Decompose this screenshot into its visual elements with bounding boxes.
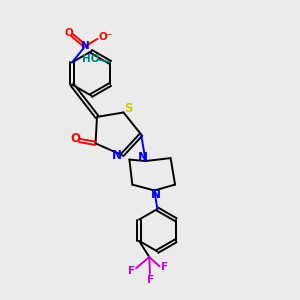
Text: N: N [81, 41, 90, 51]
Text: O: O [65, 28, 74, 38]
Text: F: F [161, 262, 169, 272]
Text: N: N [138, 151, 148, 164]
Text: F: F [147, 275, 154, 285]
Text: F: F [128, 266, 135, 276]
Text: O: O [70, 133, 80, 146]
Text: O⁻: O⁻ [99, 32, 113, 42]
Text: HO: HO [82, 55, 100, 64]
Text: S: S [124, 102, 132, 116]
Text: N: N [112, 149, 122, 162]
Text: N: N [151, 188, 161, 201]
